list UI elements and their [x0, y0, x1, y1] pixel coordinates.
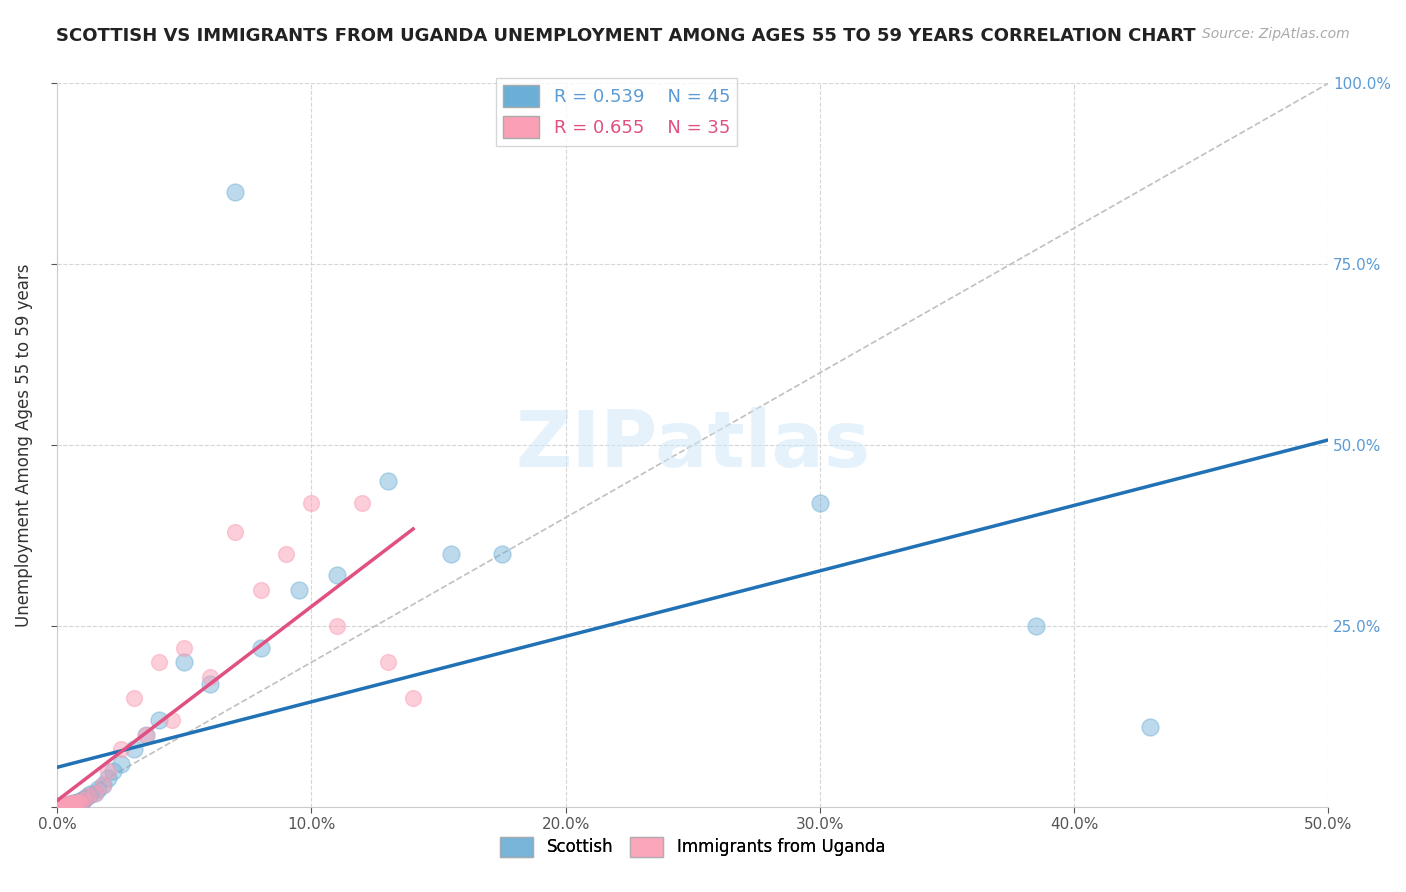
Point — [62, 796, 84, 810]
Point — [326, 568, 349, 582]
Point — [198, 677, 221, 691]
Point — [122, 742, 145, 756]
Point — [53, 799, 76, 814]
Text: ZIPatlas: ZIPatlas — [515, 408, 870, 483]
Point — [301, 496, 323, 510]
Point — [62, 797, 84, 811]
Point — [160, 713, 183, 727]
Point — [402, 691, 425, 706]
Point — [63, 797, 86, 811]
Point — [63, 796, 86, 810]
Point — [51, 799, 73, 814]
Point — [75, 791, 97, 805]
Point — [103, 764, 125, 778]
Point — [59, 797, 82, 812]
Point — [122, 691, 145, 706]
Point — [110, 756, 132, 771]
Point — [249, 640, 271, 655]
Point — [51, 797, 73, 812]
Point — [69, 794, 91, 808]
Point — [53, 799, 76, 814]
Point — [46, 800, 69, 814]
Point — [76, 789, 98, 804]
Point — [63, 797, 86, 811]
Point — [59, 797, 82, 811]
Point — [66, 796, 89, 810]
Point — [224, 185, 246, 199]
Y-axis label: Unemployment Among Ages 55 to 59 years: Unemployment Among Ages 55 to 59 years — [15, 263, 32, 627]
Point — [173, 655, 195, 669]
Text: SCOTTISH VS IMMIGRANTS FROM UGANDA UNEMPLOYMENT AMONG AGES 55 TO 59 YEARS CORREL: SCOTTISH VS IMMIGRANTS FROM UGANDA UNEMP… — [56, 27, 1197, 45]
Point — [84, 785, 107, 799]
Point — [148, 655, 170, 669]
Point — [49, 798, 72, 813]
Point — [352, 496, 374, 510]
Point — [84, 785, 107, 799]
Point — [69, 796, 91, 810]
Point — [97, 771, 120, 785]
Point — [72, 793, 94, 807]
Point — [173, 640, 195, 655]
Point — [72, 793, 94, 807]
Point — [326, 619, 349, 633]
Legend: Scottish, Immigrants from Uganda: Scottish, Immigrants from Uganda — [494, 830, 891, 863]
Point — [66, 795, 89, 809]
Point — [287, 582, 309, 597]
Point — [1025, 619, 1047, 633]
Point — [66, 795, 89, 809]
Point — [110, 742, 132, 756]
Point — [56, 798, 79, 813]
Point — [91, 778, 114, 792]
Point — [46, 800, 69, 814]
Point — [53, 798, 76, 813]
Point — [148, 713, 170, 727]
Text: Source: ZipAtlas.com: Source: ZipAtlas.com — [1202, 27, 1350, 41]
Point — [69, 795, 91, 809]
Point — [224, 524, 246, 539]
Point — [51, 799, 73, 814]
Point — [49, 798, 72, 813]
Point — [274, 547, 297, 561]
Point — [249, 582, 271, 597]
Point — [440, 547, 463, 561]
Point — [72, 793, 94, 807]
Point — [49, 799, 72, 814]
Point — [62, 797, 84, 811]
Point — [53, 798, 76, 813]
Point — [87, 781, 110, 796]
Point — [135, 728, 157, 742]
Point — [56, 797, 79, 812]
Point — [59, 797, 82, 811]
Point — [1139, 720, 1161, 734]
Point — [377, 475, 399, 489]
Point — [808, 496, 831, 510]
Point — [51, 797, 73, 812]
Point — [56, 798, 79, 813]
Point — [79, 787, 101, 801]
Point — [97, 764, 120, 778]
Point — [91, 778, 114, 792]
Point — [56, 797, 79, 811]
Point — [49, 799, 72, 814]
Point — [491, 547, 513, 561]
Point — [377, 655, 399, 669]
Point — [59, 797, 82, 812]
Point — [76, 789, 98, 804]
Point — [135, 728, 157, 742]
Point — [198, 670, 221, 684]
